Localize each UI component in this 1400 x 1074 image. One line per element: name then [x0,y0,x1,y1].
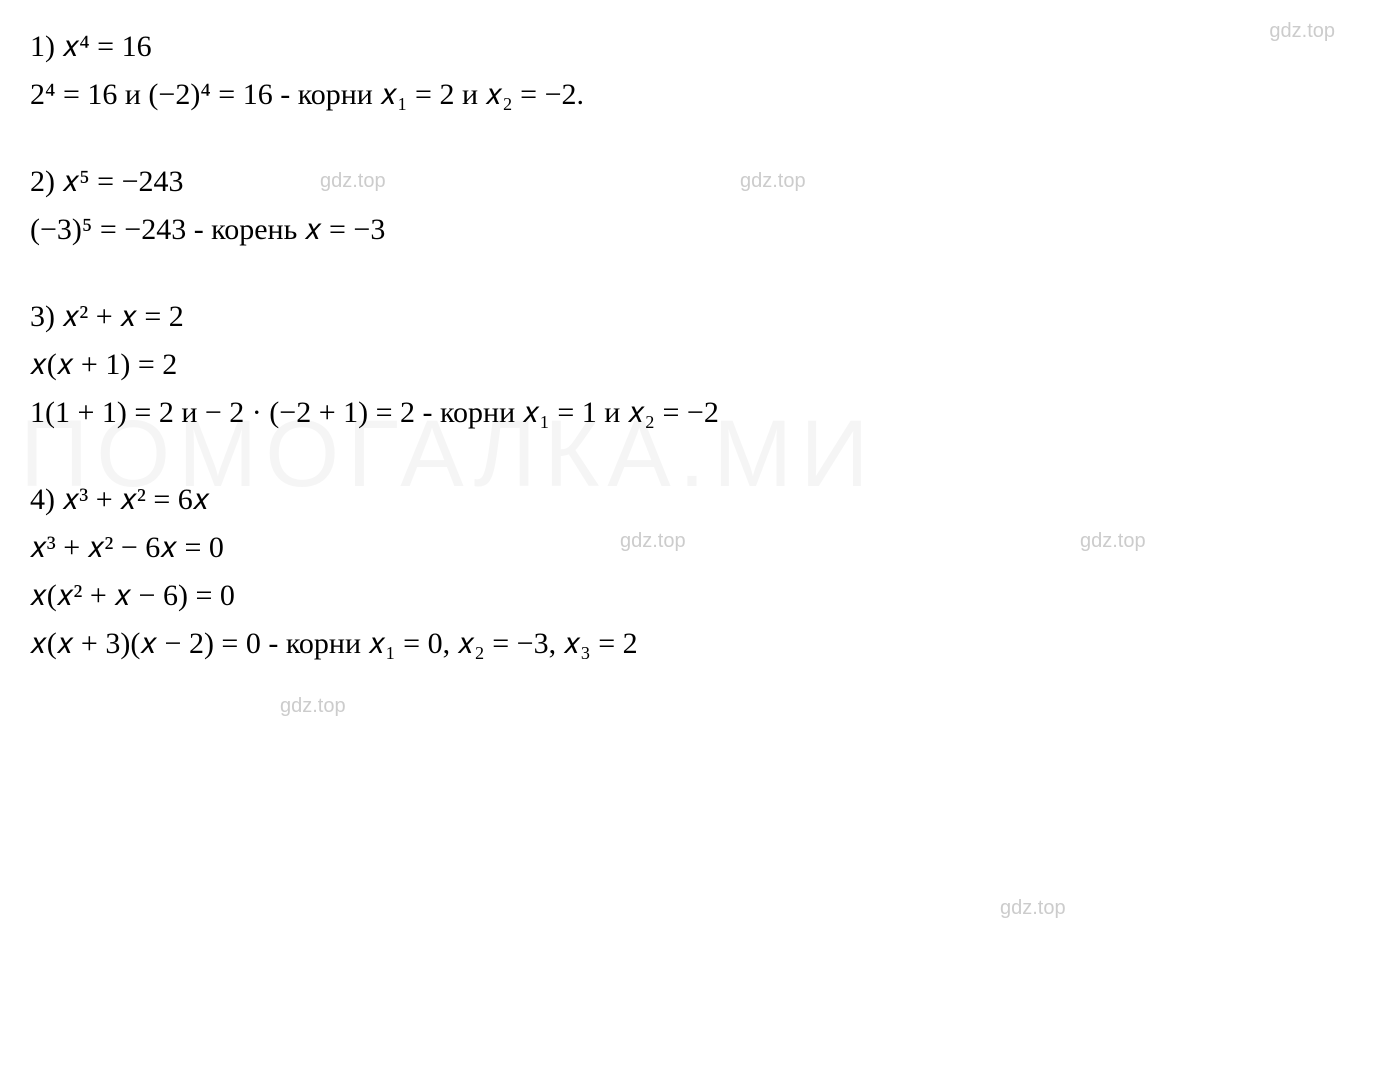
solution-line: 𝑥(𝑥 + 3)(𝑥 − 2) = 0 - корни 𝑥₁ = 0, 𝑥₂ =… [30,623,1370,665]
solution-line: 2⁴ = 16 и (−2)⁴ = 16 - корни 𝑥₁ = 2 и 𝑥₂… [30,74,1370,116]
solution-line: 𝑥(𝑥² + 𝑥 − 6) = 0 [30,575,1370,617]
problem-2: 2) 𝑥⁵ = −243 (−3)⁵ = −243 - корень 𝑥 = −… [30,161,1370,251]
solution-line: 1(1 + 1) = 2 и − 2 · (−2 + 1) = 2 - корн… [30,392,1370,434]
solution-line: 𝑥(𝑥 + 1) = 2 [30,344,1370,386]
solution-line: 𝑥³ + 𝑥² − 6𝑥 = 0 [30,527,1370,569]
problem-3: 3) 𝑥² + 𝑥 = 2 𝑥(𝑥 + 1) = 2 1(1 + 1) = 2 … [30,296,1370,434]
problem-4: 4) 𝑥³ + 𝑥² = 6𝑥 𝑥³ + 𝑥² − 6𝑥 = 0 𝑥(𝑥² + … [30,479,1370,665]
equation-line: 4) 𝑥³ + 𝑥² = 6𝑥 [30,479,1370,521]
watermark: gdz.top [280,695,346,718]
solution-line: (−3)⁵ = −243 - корень 𝑥 = −3 [30,209,1370,251]
watermark: gdz.top [1000,897,1066,920]
equation-line: 2) 𝑥⁵ = −243 [30,161,1370,203]
equation-line: 3) 𝑥² + 𝑥 = 2 [30,296,1370,338]
problem-1: 1) 𝑥⁴ = 16 2⁴ = 16 и (−2)⁴ = 16 - корни … [30,26,1370,116]
equation-line: 1) 𝑥⁴ = 16 [30,26,1370,68]
